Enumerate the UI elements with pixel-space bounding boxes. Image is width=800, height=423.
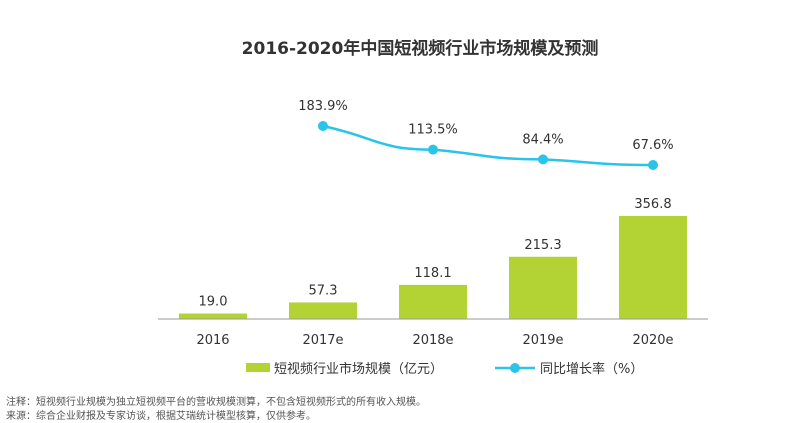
growth-value-label: 113.5% (408, 123, 458, 138)
bar-value-label: 19.0 (199, 295, 228, 310)
legend-bar-swatch (246, 363, 270, 372)
x-tick-label: 2020e (632, 333, 673, 348)
legend-line-label: 同比增长率（%） (540, 361, 643, 377)
bar (289, 302, 357, 319)
growth-line (322, 124, 654, 167)
bar (509, 256, 577, 319)
growth-value-label: 183.9% (298, 99, 348, 114)
chart-title: 2016-2020年中国短视频行业市场规模及预测 (241, 39, 599, 59)
legend-line-marker (510, 363, 520, 373)
bar (399, 284, 467, 319)
growth-point (318, 121, 328, 132)
x-tick-label: 2016 (196, 333, 229, 348)
bar (619, 215, 687, 319)
x-tick-label: 2017e (302, 333, 343, 348)
x-tick-label: 2019e (522, 333, 563, 348)
growth-value-label: 67.6% (632, 138, 673, 153)
bar (179, 313, 247, 319)
bar-value-label: 356.8 (634, 197, 671, 212)
bar-value-label: 215.3 (524, 238, 561, 253)
legend-bar-label: 短视频行业市场规模（亿元） (274, 361, 443, 377)
growth-point (648, 160, 658, 171)
source-text: 来源：综合企业财报及专家访谈，根据艾瑞统计模型核算，仅供参考。 (6, 411, 316, 422)
bar-value-label: 57.3 (309, 283, 338, 298)
growth-point (538, 154, 548, 165)
growth-value-label: 84.4% (522, 132, 563, 147)
note-text: 注释：短视频行业规模为独立短视频平台的营收规模测算，不包含短视频形式的所有收入规… (6, 397, 426, 408)
bar-value-label: 118.1 (414, 266, 451, 281)
growth-point (428, 144, 438, 155)
x-tick-label: 2018e (412, 333, 453, 348)
